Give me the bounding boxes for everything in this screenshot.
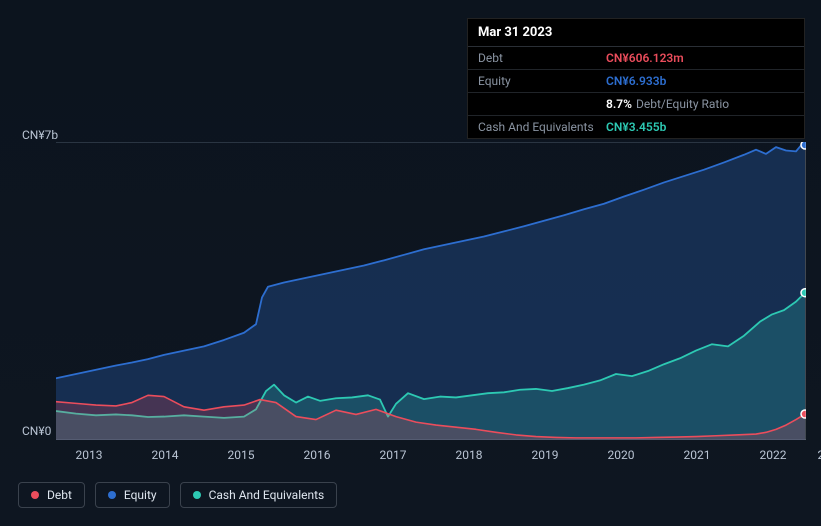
x-axis-label: 2015 — [228, 448, 255, 462]
x-axis-label: 2020 — [608, 448, 635, 462]
tooltip-value: CN¥3.455b — [606, 120, 666, 134]
x-axis-label: 2013 — [76, 448, 103, 462]
x-axis-label: 2023 — [818, 448, 821, 462]
legend-label: Debt — [47, 488, 72, 502]
legend-item-debt[interactable]: Debt — [18, 482, 85, 508]
legend-item-cash[interactable]: Cash And Equivalents — [180, 482, 338, 508]
tooltip-row: Cash And EquivalentsCN¥3.455b — [468, 116, 804, 138]
legend-dot-icon — [108, 491, 116, 499]
hover-vertical-line — [805, 142, 806, 440]
tooltip-value: CN¥606.123m — [606, 51, 684, 65]
tooltip-value: CN¥6.933b — [606, 74, 666, 88]
x-axis-label: 2019 — [532, 448, 559, 462]
debt-equity-chart: Mar 31 2023 DebtCN¥606.123mEquityCN¥6.93… — [0, 0, 821, 526]
x-axis-label: 2016 — [304, 448, 331, 462]
tooltip-label: Cash And Equivalents — [478, 120, 606, 134]
legend: Debt Equity Cash And Equivalents — [18, 482, 337, 508]
legend-dot-icon — [193, 491, 201, 499]
x-axis-label: 2018 — [456, 448, 483, 462]
tooltip-label: Debt — [478, 51, 606, 65]
x-axis-label: 2017 — [380, 448, 407, 462]
x-axis-label: 2022 — [760, 448, 787, 462]
legend-item-equity[interactable]: Equity — [95, 482, 170, 508]
x-axis: 2013 2014 2015 2016 2017 2018 2019 2020 2021 2022… — [56, 448, 806, 466]
x-axis-label: 2021 — [684, 448, 711, 462]
chart-tooltip: Mar 31 2023 DebtCN¥606.123mEquityCN¥6.93… — [467, 18, 805, 139]
legend-label: Cash And Equivalents — [209, 488, 325, 502]
legend-dot-icon — [31, 491, 39, 499]
tooltip-label: Equity — [478, 74, 606, 88]
x-axis-label: 2014 — [152, 448, 179, 462]
tooltip-value: 8.7% — [606, 97, 632, 111]
tooltip-row: 8.7% Debt/Equity Ratio — [468, 93, 804, 116]
legend-label: Equity — [124, 488, 157, 502]
chart-plot-area[interactable] — [56, 142, 806, 440]
tooltip-suffix: Debt/Equity Ratio — [636, 97, 729, 111]
y-axis-label: CN¥0 — [22, 424, 51, 438]
tooltip-date: Mar 31 2023 — [468, 19, 804, 47]
tooltip-row: EquityCN¥6.933b — [468, 70, 804, 93]
tooltip-row: DebtCN¥606.123m — [468, 47, 804, 70]
y-axis-label: CN¥7b — [22, 128, 58, 142]
